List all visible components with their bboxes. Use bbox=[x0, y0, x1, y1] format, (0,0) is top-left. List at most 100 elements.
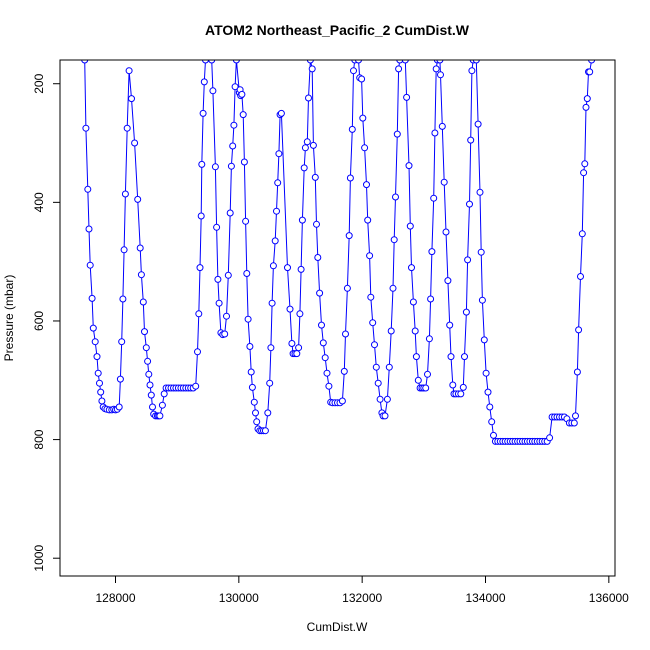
data-point-61 bbox=[192, 382, 200, 390]
data-point-180 bbox=[392, 193, 399, 201]
data-point-153 bbox=[345, 232, 353, 240]
data-point-73 bbox=[213, 223, 221, 231]
data-point-169 bbox=[372, 363, 380, 371]
data-point-272 bbox=[575, 326, 583, 334]
data-point-68 bbox=[200, 78, 208, 86]
data-point-200 bbox=[428, 248, 436, 256]
data-point-213 bbox=[449, 381, 457, 389]
data-point-70 bbox=[208, 60, 216, 64]
data-point-227 bbox=[474, 120, 482, 128]
data-point-175 bbox=[383, 395, 391, 403]
data-point-71 bbox=[209, 87, 217, 95]
y-axis: 200 400 600 800 1000 bbox=[32, 73, 61, 572]
data-point-93 bbox=[242, 217, 250, 225]
data-point-69 bbox=[202, 60, 209, 64]
data-point-114 bbox=[274, 179, 282, 187]
data-point-27 bbox=[123, 124, 131, 132]
data-point-82 bbox=[227, 162, 235, 170]
data-point-155 bbox=[348, 125, 356, 133]
data-point-66 bbox=[198, 160, 206, 168]
data-point-277 bbox=[582, 103, 590, 111]
data-point-190 bbox=[411, 327, 419, 335]
x-tick-label-0: 128000 bbox=[95, 591, 135, 605]
data-point-163 bbox=[363, 181, 370, 189]
data-point-278 bbox=[583, 95, 591, 103]
data-point-81 bbox=[226, 209, 234, 217]
data-point-143 bbox=[325, 382, 333, 390]
series-line bbox=[84, 60, 593, 442]
data-point-95 bbox=[244, 315, 252, 323]
x-tick-label-1: 130000 bbox=[219, 591, 259, 605]
data-point-97 bbox=[247, 368, 255, 376]
data-point-83 bbox=[229, 142, 237, 150]
data-point-74 bbox=[214, 275, 222, 283]
data-point-171 bbox=[376, 395, 384, 403]
data-point-158 bbox=[355, 60, 362, 64]
data-point-9 bbox=[94, 369, 102, 377]
data-point-111 bbox=[269, 262, 277, 270]
data-point-189 bbox=[409, 298, 417, 306]
data-point-156 bbox=[350, 67, 357, 75]
data-point-32 bbox=[136, 244, 144, 252]
data-point-182 bbox=[395, 65, 403, 73]
data-point-99 bbox=[250, 398, 258, 406]
data-point-106 bbox=[261, 427, 269, 435]
data-point-281 bbox=[588, 60, 596, 64]
data-point-33 bbox=[137, 271, 145, 279]
data-point-201 bbox=[430, 194, 438, 202]
data-point-5 bbox=[88, 294, 96, 302]
data-point-223 bbox=[467, 136, 475, 144]
data-point-26 bbox=[121, 190, 129, 198]
data-point-48 bbox=[160, 390, 168, 398]
data-point-23 bbox=[118, 338, 126, 346]
data-point-123 bbox=[293, 350, 301, 358]
data-point-167 bbox=[369, 319, 377, 327]
data-point-136 bbox=[313, 220, 320, 228]
x-tick-label-2: 132000 bbox=[342, 591, 382, 605]
data-point-107 bbox=[264, 409, 272, 417]
data-point-138 bbox=[316, 289, 324, 297]
data-point-28 bbox=[125, 67, 133, 75]
data-point-280 bbox=[586, 68, 594, 76]
data-point-67 bbox=[199, 109, 207, 117]
data-point-270 bbox=[572, 412, 579, 420]
data-point-47 bbox=[158, 401, 166, 409]
data-point-231 bbox=[480, 336, 488, 344]
data-point-206 bbox=[437, 71, 444, 79]
data-point-199 bbox=[427, 295, 435, 303]
x-axis: 128000 130000 132000 134000 136000 bbox=[95, 575, 629, 605]
data-point-84 bbox=[230, 121, 238, 129]
data-point-235 bbox=[488, 418, 496, 426]
data-point-108 bbox=[266, 379, 274, 387]
data-point-91 bbox=[239, 111, 247, 119]
data-point-40 bbox=[147, 391, 155, 399]
data-point-141 bbox=[321, 354, 329, 362]
data-point-187 bbox=[406, 222, 414, 230]
data-point-208 bbox=[440, 178, 448, 186]
y-tick-label-1: 400 bbox=[32, 192, 46, 212]
data-point-191 bbox=[412, 353, 420, 361]
data-point-168 bbox=[371, 341, 378, 349]
data-point-3 bbox=[85, 225, 93, 233]
data-point-2 bbox=[84, 185, 92, 193]
data-point-94 bbox=[243, 270, 251, 277]
data-point-218 bbox=[459, 383, 467, 391]
data-point-4 bbox=[86, 261, 94, 269]
data-point-133 bbox=[308, 65, 316, 73]
data-point-96 bbox=[246, 343, 254, 350]
data-point-179 bbox=[390, 236, 398, 244]
data-point-232 bbox=[482, 369, 490, 377]
data-point-220 bbox=[462, 308, 470, 316]
data-point-29 bbox=[128, 95, 135, 103]
data-point-112 bbox=[271, 237, 279, 245]
data-point-80 bbox=[224, 271, 232, 279]
data-point-229 bbox=[477, 248, 485, 256]
chart-title: ATOM2 Northeast_Pacific_2 CumDist.W bbox=[205, 22, 470, 38]
data-point-205 bbox=[436, 60, 444, 64]
data-point-78 bbox=[221, 330, 229, 338]
data-point-1 bbox=[82, 124, 90, 132]
data-point-126 bbox=[297, 265, 305, 273]
series-points bbox=[81, 60, 596, 445]
data-point-118 bbox=[284, 264, 291, 272]
